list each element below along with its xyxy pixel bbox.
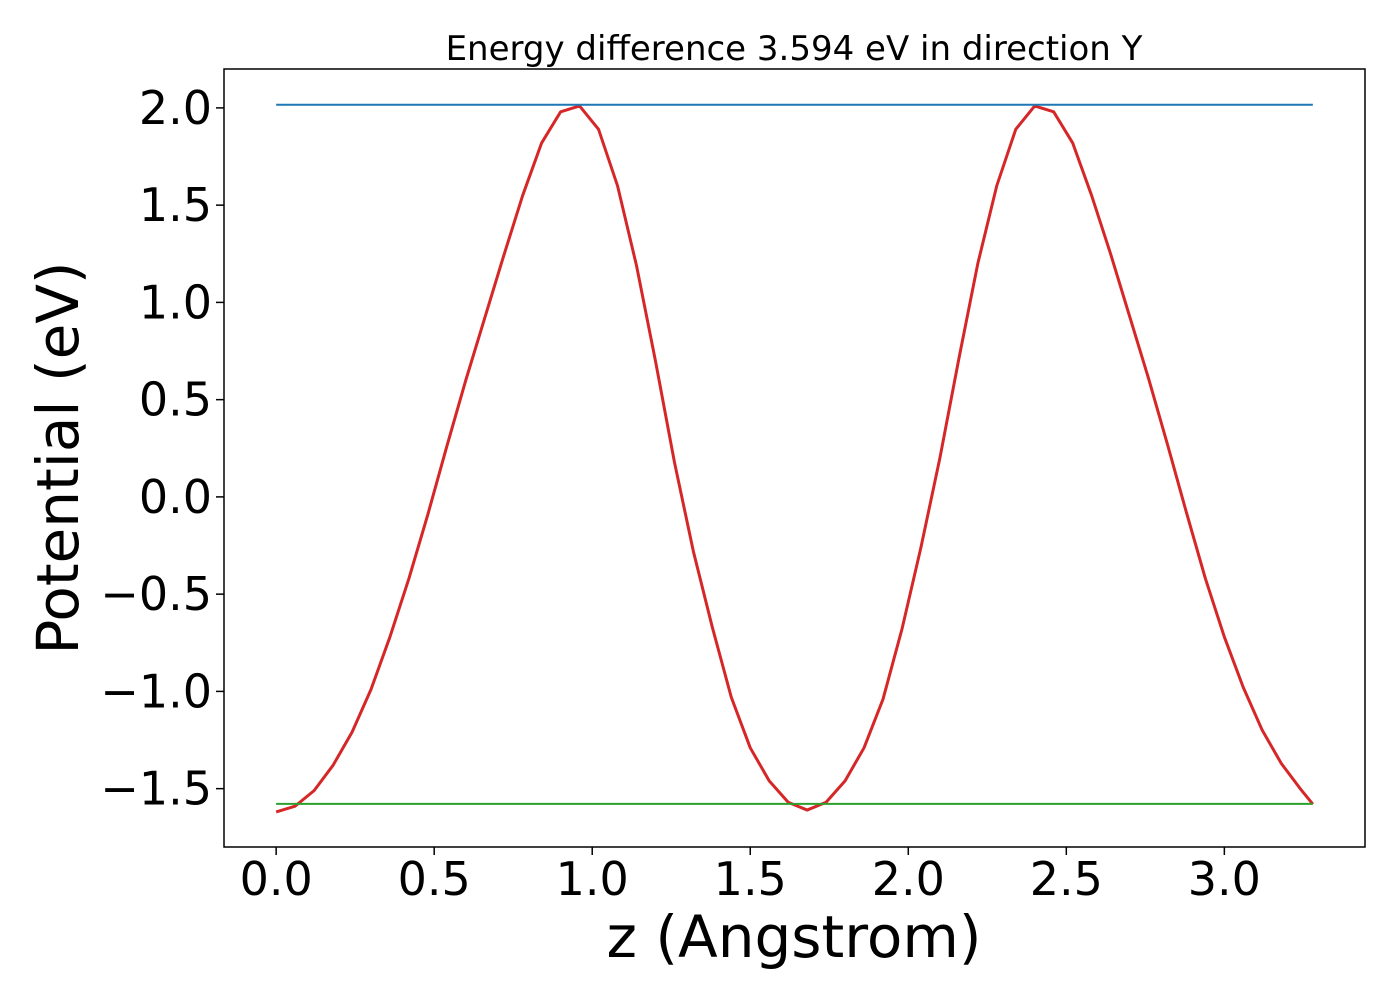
y-tick-label: 1.5 (139, 178, 212, 232)
series-layer (275, 103, 1315, 814)
x-tick-label: 3.0 (1188, 852, 1261, 906)
y-tick-label: 2.0 (139, 81, 212, 135)
series-line-0 (275, 104, 1315, 814)
plot-frame (223, 68, 1366, 848)
y-tick-label: 1.0 (139, 275, 212, 329)
y-axis: −1.5 −1.0 −0.5 0.0 0.5 1.0 1.5 2.0 (100, 81, 224, 816)
y-tick-label: 0.0 (139, 470, 212, 524)
x-axis-label: z (Angstrom) (607, 903, 982, 971)
y-axis-label: Potential (eV) (24, 261, 92, 654)
y-tick-label: −1.5 (100, 762, 212, 816)
y-tick-label: 0.5 (139, 373, 212, 427)
chart-title: Energy difference 3.594 eV in direction … (446, 29, 1143, 69)
x-tick-label: 0.5 (398, 852, 471, 906)
plot-area-background (224, 69, 1365, 847)
y-tick-label: −1.0 (100, 664, 212, 718)
y-tick-label: −0.5 (100, 567, 212, 621)
x-tick-label: 2.5 (1030, 852, 1103, 906)
x-tick-label: 0.0 (240, 852, 313, 906)
x-axis: 0.0 0.5 1.0 1.5 2.0 2.5 3.0 (240, 847, 1261, 906)
x-tick-label: 1.5 (714, 852, 787, 906)
x-tick-label: 2.0 (872, 852, 945, 906)
x-tick-label: 1.0 (556, 852, 629, 906)
